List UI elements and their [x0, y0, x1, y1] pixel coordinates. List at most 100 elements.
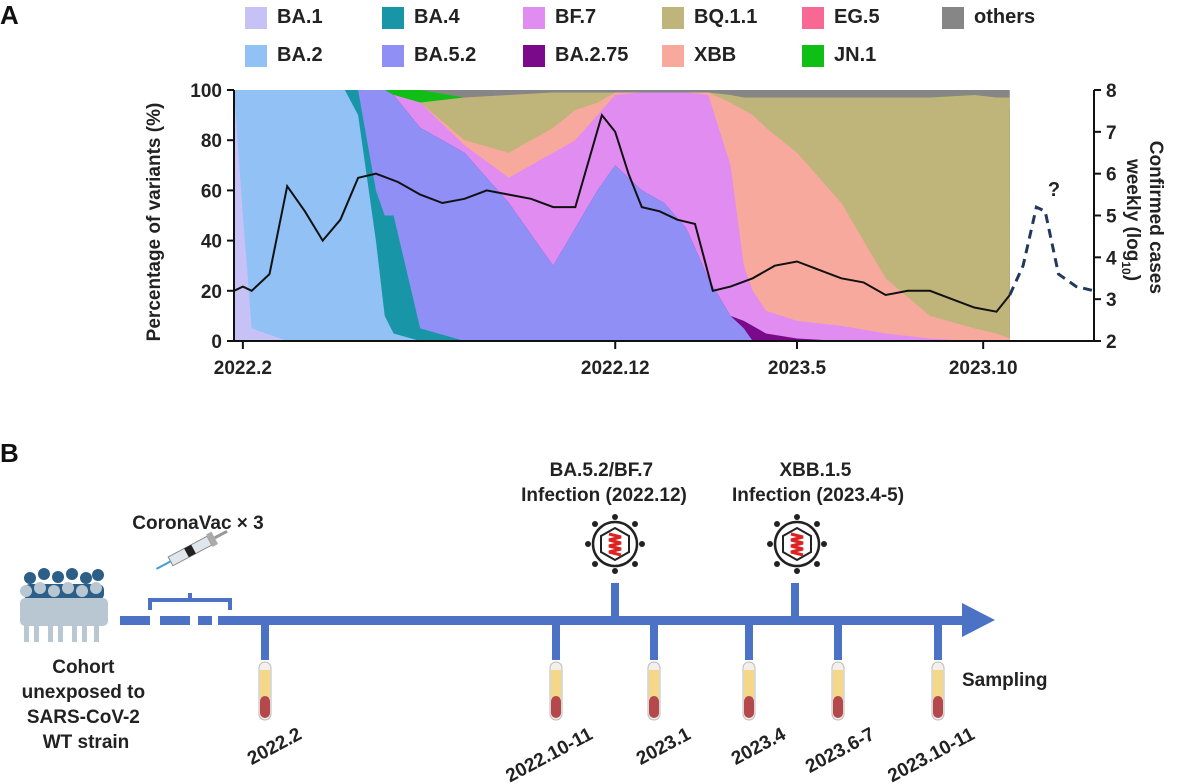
legend-label: XBB: [694, 44, 737, 66]
legend-item-ba-2: BA.2: [245, 44, 323, 67]
legend-item-ba-2-75: BA.2.75: [523, 44, 628, 67]
legend-swatch: [382, 6, 404, 29]
blood-tube-icon: [549, 661, 563, 721]
legend-item-eg-5: EG.5: [802, 6, 880, 29]
y-tick-label: 60: [201, 181, 222, 202]
legend-swatch: [802, 6, 824, 29]
infection-2-line2: Infection (2023.4-5): [732, 485, 904, 506]
y-tick-label: 100: [190, 81, 222, 102]
sampling-label: Sampling: [962, 670, 1048, 691]
sampling-tick: [552, 620, 560, 660]
y2-tick-label: 2: [1106, 332, 1117, 353]
infection-1-line1: BA.5.2/BF.7: [550, 460, 653, 481]
sampling-date-label: 2022.10-11: [503, 724, 597, 783]
projection-question-mark: ?: [1048, 179, 1060, 201]
weekly-cases-line: [233, 112, 1011, 313]
cohort-label-line1: Cohort: [52, 657, 115, 678]
virus-icon-2: [767, 514, 827, 574]
vaccine-label: CoronaVac × 3: [132, 513, 263, 534]
chart-legend: BA.1 BA.4 BF.7 BQ.1.1 EG.5 others BA.2 BA.5.2 BA…: [245, 6, 1045, 80]
y-tick-label: 20: [201, 282, 222, 303]
timeline-diagram: Cohort unexposed to SARS-CoV-2 WT strain…: [20, 460, 1048, 783]
legend-swatch: [662, 6, 684, 29]
vaccine-bracket: [148, 593, 232, 610]
legend-item-ba-1: BA.1: [245, 6, 323, 29]
sampling-date-label: 2023.10-11: [885, 724, 979, 783]
area-ba-5-2: [234, 90, 1010, 341]
legend-item-ba-5-2: BA.5.2: [382, 44, 476, 67]
panel-b-label: B: [0, 438, 19, 468]
legend-item-xbb: XBB: [662, 44, 736, 67]
legend-item-bf-7: BF.7: [523, 6, 596, 29]
legend-item-others: others: [942, 6, 1035, 29]
sampling-date-label: 2023.1: [633, 724, 695, 770]
legend-swatch: [662, 44, 684, 67]
timeline-arrow: [120, 603, 995, 637]
legend-swatch: [802, 44, 824, 67]
y2-tick-label: 8: [1106, 81, 1117, 102]
sampling-date-label: 2023.6-7: [802, 724, 878, 778]
cohort-people-icon: [20, 568, 108, 642]
variant-area-chart: 0 20 40 60 80 100 2 3 4 5 6 7 8 2022.2 2022.12 2023.5 20…: [144, 81, 1166, 379]
blood-tube-icon: [258, 661, 272, 721]
blood-tube-icon: [831, 661, 845, 721]
legend-swatch: [942, 6, 964, 29]
legend-item-ba-4: BA.4: [382, 6, 460, 29]
legend-label: BA.4: [414, 6, 460, 28]
blood-tube-icon: [931, 661, 945, 721]
x-tick-label: 2023.10: [949, 358, 1018, 379]
y-tick-label: 80: [201, 131, 222, 152]
legend-label: BF.7: [555, 6, 597, 28]
y2-tick-label: 4: [1106, 248, 1117, 269]
infection-2-marker: [791, 583, 799, 621]
infection-2-line1: XBB.1.5: [779, 460, 851, 481]
y2-axis-label-line1: Confirmed cases: [1145, 141, 1166, 294]
y2-axis-label-line2a: weekly (log: [1122, 158, 1143, 261]
y-axis-label: Percentage of variants (%): [144, 103, 165, 342]
x-tick-label: 2022.2: [214, 358, 272, 379]
y-tick-label: 40: [201, 232, 222, 253]
legend-item-bq-1-1: BQ.1.1: [662, 6, 757, 29]
infection-1-marker: [611, 583, 619, 621]
blood-tube-icon: [742, 661, 756, 721]
infection-1-label: BA.5.2/BF.7 Infection (2022.12): [521, 460, 687, 506]
y2-axis-label-close: ): [1122, 275, 1143, 281]
y2-tick-label: 7: [1106, 123, 1117, 144]
cohort-label-line2: unexposed to: [22, 682, 146, 703]
legend-label: JN.1: [834, 44, 877, 66]
cohort-label-line3: SARS-CoV-2: [27, 707, 140, 728]
legend-label: EG.5: [834, 6, 880, 28]
sampling-date-label: 2022.2: [244, 724, 305, 770]
blood-tube-icon: [647, 661, 661, 721]
y-tick-label: 0: [211, 332, 222, 353]
sampling-tick: [934, 620, 942, 660]
legend-swatch: [245, 44, 267, 67]
infection-1-line2: Infection (2022.12): [521, 485, 687, 506]
infection-2-label: XBB.1.5 Infection (2023.4-5): [732, 460, 904, 506]
area-ba-2: [234, 90, 1010, 341]
legend-label: others: [974, 6, 1036, 28]
cohort-label-line4: WT strain: [43, 732, 130, 753]
y2-tick-label: 6: [1106, 165, 1117, 186]
sampling-tick: [834, 620, 842, 660]
legend-swatch: [382, 44, 404, 67]
y2-axis-label-sub: 10: [1119, 261, 1133, 275]
cohort-label: Cohort unexposed to SARS-CoV-2 WT strain: [22, 657, 151, 753]
legend-swatch: [523, 6, 545, 29]
legend-label: BA.1: [277, 6, 323, 28]
y2-tick-label: 3: [1106, 290, 1117, 311]
legend-swatch: [523, 44, 545, 67]
sampling-date-label: 2023.4: [728, 724, 790, 770]
legend-label: BA.2.75: [555, 44, 629, 66]
legend-label: BA.2: [277, 44, 323, 66]
weekly-cases-projection-line: [1008, 204, 1095, 296]
panel-a-label: A: [0, 0, 19, 30]
syringe-icon: [155, 529, 228, 570]
virus-icon-1: [585, 514, 645, 574]
x-tick-label: 2023.5: [768, 358, 827, 379]
y2-axis-label: Confirmed cases weekly (log10): [1119, 141, 1166, 299]
sampling-tick: [261, 620, 269, 660]
legend-label: BQ.1.1: [694, 6, 758, 28]
y2-tick-label: 5: [1106, 207, 1117, 228]
sampling-tick: [745, 620, 753, 660]
